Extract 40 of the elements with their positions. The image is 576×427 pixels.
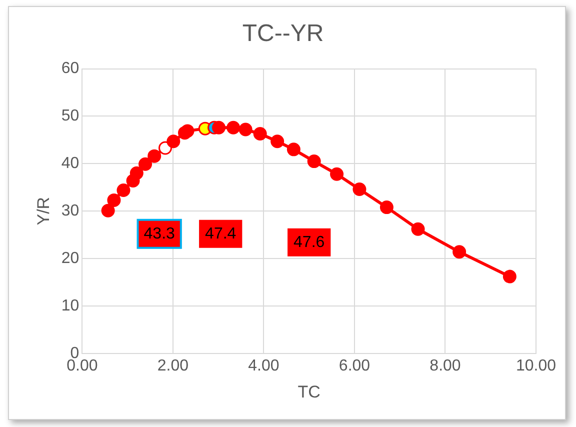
y-tick-label: 60 (61, 60, 80, 78)
point (101, 204, 115, 218)
point (502, 270, 516, 284)
y-tick-label: 10 (61, 297, 80, 314)
y-tick-label: 40 (61, 155, 80, 172)
point (107, 193, 121, 207)
point (148, 149, 162, 163)
y-axis-title: Y/R (34, 196, 53, 226)
y-tick-label: 30 (61, 202, 80, 220)
point (158, 141, 172, 155)
point (286, 142, 300, 156)
x-tick-label: 2.00 (157, 357, 189, 374)
point (352, 182, 366, 196)
point (116, 183, 130, 197)
point (226, 120, 240, 134)
x-tick-label: 8.00 (430, 357, 461, 374)
point (130, 166, 144, 180)
x-tick-label: 6.00 (338, 357, 370, 374)
annotation: 43.3 (144, 225, 176, 242)
point (330, 167, 344, 181)
x-axis-title: TC (298, 382, 320, 402)
chart-title: TC--YR (242, 20, 324, 48)
x-tick-label: 10.00 (516, 357, 556, 374)
point (270, 134, 284, 148)
y-tick-label: 50 (61, 108, 80, 125)
point (253, 127, 267, 141)
annotation: 47.6 (294, 234, 325, 251)
point (138, 157, 152, 171)
point (212, 120, 226, 134)
y-tick-label: 20 (61, 250, 80, 267)
point (380, 200, 394, 214)
point (166, 134, 180, 148)
x-tick-label: 0.00 (66, 357, 98, 374)
annotation: 47.4 (205, 225, 236, 242)
point (180, 124, 194, 138)
point (238, 122, 252, 136)
point (411, 222, 425, 236)
point (307, 154, 321, 168)
x-tick-label: 4.00 (248, 357, 280, 374)
point (452, 245, 466, 259)
